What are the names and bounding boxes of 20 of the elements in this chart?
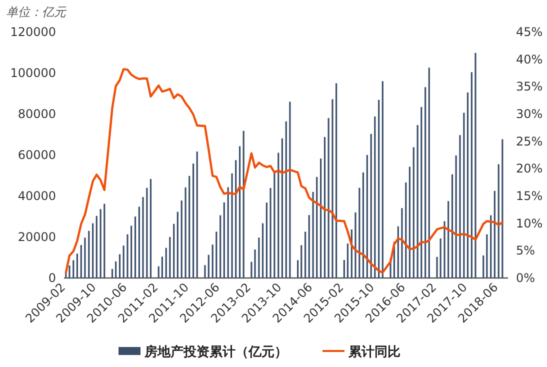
- y2-tick-label: 5%: [516, 244, 536, 258]
- y2-tick-label: 0%: [516, 271, 536, 285]
- y2-tick-label: 10%: [516, 216, 543, 230]
- y2-tick-label: 25%: [516, 134, 543, 148]
- y-tick-label: 0: [48, 271, 56, 285]
- y-tick-label: 120000: [10, 25, 56, 39]
- y-tick-label: 20000: [18, 230, 56, 244]
- y2-tick-label: 35%: [516, 80, 543, 94]
- y-tick-label: 80000: [18, 107, 56, 121]
- legend-label: 累计同比: [348, 345, 400, 360]
- y-tick-label: 60000: [18, 148, 56, 162]
- legend-label: 房地产投资累计（亿元）: [144, 344, 288, 360]
- y-tick-label: 100000: [10, 66, 56, 80]
- y2-tick-label: 30%: [516, 107, 543, 121]
- text: 单位：亿元: [6, 5, 67, 19]
- y2-tick-label: 45%: [516, 25, 543, 39]
- y2-tick-label: 15%: [516, 189, 543, 203]
- y2-tick-label: 20%: [516, 162, 543, 176]
- y-tick-label: 40000: [18, 189, 56, 203]
- y2-tick-label: 40%: [516, 52, 543, 66]
